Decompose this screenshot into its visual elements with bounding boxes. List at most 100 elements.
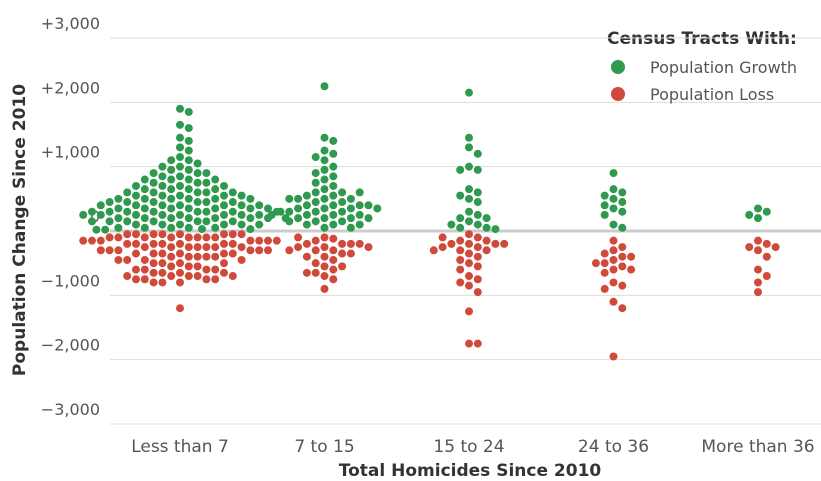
dot xyxy=(158,268,167,277)
dot xyxy=(465,307,473,316)
dot xyxy=(465,259,473,268)
dot xyxy=(167,252,176,261)
dot xyxy=(158,239,167,248)
dot xyxy=(184,262,193,271)
dot xyxy=(320,175,329,184)
dot xyxy=(745,243,754,252)
dot xyxy=(465,339,473,348)
dot xyxy=(202,265,211,274)
dot xyxy=(364,201,373,210)
dot xyxy=(311,207,320,216)
dot xyxy=(482,246,491,255)
dot xyxy=(193,159,202,168)
y-tick-label: +1,000 xyxy=(41,143,100,162)
dot xyxy=(320,223,329,232)
dot xyxy=(228,188,237,197)
dot xyxy=(465,194,473,203)
dot xyxy=(473,149,482,158)
x-tick-label: 15 to 24 xyxy=(433,437,504,457)
dot xyxy=(132,181,140,190)
dot xyxy=(246,204,255,213)
dot xyxy=(456,278,465,287)
dot xyxy=(237,191,246,200)
dot xyxy=(346,214,355,223)
dot xyxy=(754,246,762,255)
dot xyxy=(465,133,473,142)
dot xyxy=(294,214,303,223)
dot xyxy=(167,165,176,174)
dot xyxy=(364,214,373,223)
dot xyxy=(220,191,228,200)
dot xyxy=(158,230,167,239)
dot xyxy=(320,133,329,142)
dot xyxy=(482,236,491,245)
dot xyxy=(329,220,338,229)
dot xyxy=(329,201,338,210)
dot xyxy=(320,204,329,213)
dot xyxy=(473,210,482,219)
dot xyxy=(338,217,347,226)
dot xyxy=(473,165,482,174)
dot xyxy=(609,278,618,287)
dot xyxy=(311,178,320,187)
dot xyxy=(311,236,320,245)
dot xyxy=(220,230,228,239)
dot xyxy=(456,223,465,232)
dot xyxy=(140,275,149,284)
dot xyxy=(202,233,211,242)
dot xyxy=(320,262,329,271)
dot xyxy=(140,194,149,203)
dot xyxy=(167,272,176,281)
dot xyxy=(228,198,237,207)
dot xyxy=(211,223,220,232)
x-axis-title: Total Homicides Since 2010 xyxy=(339,461,602,481)
dot xyxy=(132,249,140,258)
dot xyxy=(167,223,176,232)
dot xyxy=(149,278,158,287)
dot xyxy=(754,204,762,213)
dot xyxy=(465,88,473,97)
dot xyxy=(184,194,193,203)
dot xyxy=(140,214,149,223)
dot xyxy=(228,249,237,258)
dot xyxy=(105,217,114,226)
dot xyxy=(311,153,320,162)
dot xyxy=(438,243,447,252)
dot xyxy=(491,225,500,234)
dot xyxy=(609,297,618,306)
dot xyxy=(92,225,101,234)
y-tick-label: +3,000 xyxy=(41,14,100,33)
dot xyxy=(237,210,246,219)
dot xyxy=(105,207,114,216)
dot xyxy=(167,243,176,252)
dot xyxy=(167,233,176,242)
dot xyxy=(211,214,220,223)
x-tick-label: 7 to 15 xyxy=(294,437,354,457)
dot xyxy=(320,82,329,91)
dot xyxy=(132,220,140,229)
dot xyxy=(220,249,228,258)
dot xyxy=(228,272,237,281)
dot xyxy=(140,255,149,264)
dot xyxy=(202,178,211,187)
dot xyxy=(600,268,609,277)
dot xyxy=(276,207,285,216)
dot xyxy=(167,204,176,213)
dot xyxy=(184,243,193,252)
dot xyxy=(123,272,132,281)
dot xyxy=(473,220,482,229)
dot xyxy=(193,169,202,178)
dot xyxy=(346,194,355,203)
dot xyxy=(123,239,132,248)
dot xyxy=(158,181,167,190)
dot xyxy=(211,275,220,284)
dot xyxy=(184,223,193,232)
dot xyxy=(618,252,627,261)
dot xyxy=(140,204,149,213)
dot xyxy=(754,278,762,287)
dot xyxy=(184,204,193,213)
dot xyxy=(88,207,96,216)
dot xyxy=(211,185,220,194)
dot xyxy=(193,198,202,207)
dot xyxy=(220,210,228,219)
